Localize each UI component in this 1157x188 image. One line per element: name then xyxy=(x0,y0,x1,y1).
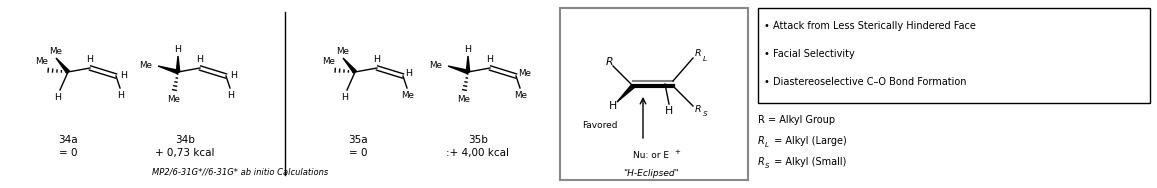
Text: 34b: 34b xyxy=(175,135,194,145)
Polygon shape xyxy=(617,85,634,102)
Text: +: + xyxy=(675,149,680,155)
Text: • Attack from Less Sterically Hindered Face: • Attack from Less Sterically Hindered F… xyxy=(764,21,975,31)
Text: = Alkyl (Small): = Alkyl (Small) xyxy=(771,157,847,167)
Text: Nu: or E: Nu: or E xyxy=(633,152,669,161)
Text: R: R xyxy=(605,57,613,67)
Polygon shape xyxy=(56,58,69,73)
Text: H: H xyxy=(197,55,204,64)
Text: L: L xyxy=(765,142,769,148)
Bar xyxy=(758,8,1150,103)
Polygon shape xyxy=(466,56,470,72)
Text: • Facial Selectivity: • Facial Selectivity xyxy=(764,49,855,59)
Text: = 0: = 0 xyxy=(59,148,78,158)
Text: "H-Eclipsed": "H-Eclipsed" xyxy=(624,170,679,178)
Text: :+ 4,00 kcal: :+ 4,00 kcal xyxy=(447,148,509,158)
Text: R: R xyxy=(695,105,701,114)
Text: Me: Me xyxy=(322,58,336,67)
Text: H: H xyxy=(486,55,494,64)
Text: H: H xyxy=(118,90,125,99)
Text: Me: Me xyxy=(35,58,47,67)
Text: H: H xyxy=(230,70,237,80)
Polygon shape xyxy=(342,58,356,73)
Text: S: S xyxy=(765,163,769,169)
Text: 34a: 34a xyxy=(58,135,78,145)
Text: H: H xyxy=(87,55,94,64)
Text: R: R xyxy=(758,136,765,146)
Text: = 0: = 0 xyxy=(348,148,367,158)
Text: Favored: Favored xyxy=(582,121,618,130)
Text: H: H xyxy=(464,45,472,54)
Text: S: S xyxy=(703,111,708,117)
Text: R: R xyxy=(695,49,701,58)
Text: Me: Me xyxy=(518,70,531,79)
Text: H: H xyxy=(54,92,61,102)
Text: Me: Me xyxy=(139,61,152,70)
Text: H: H xyxy=(341,92,348,102)
Text: H: H xyxy=(665,106,673,116)
Text: Me: Me xyxy=(401,90,414,99)
Text: Me: Me xyxy=(50,46,62,55)
Text: Me: Me xyxy=(168,96,180,105)
Text: Me: Me xyxy=(457,96,471,105)
Polygon shape xyxy=(159,66,178,74)
Text: H: H xyxy=(374,55,381,64)
Text: Me: Me xyxy=(337,46,349,55)
Text: 35b: 35b xyxy=(469,135,488,145)
Text: L: L xyxy=(703,56,707,62)
Text: MP2/6-31G*//6-31G* ab initio Calculations: MP2/6-31G*//6-31G* ab initio Calculation… xyxy=(152,168,329,177)
Text: H: H xyxy=(175,45,182,54)
Text: • Diastereoselective C–O Bond Formation: • Diastereoselective C–O Bond Formation xyxy=(764,77,966,87)
Text: H: H xyxy=(609,101,617,111)
Text: H: H xyxy=(228,90,235,99)
Text: 35a: 35a xyxy=(348,135,368,145)
Text: H: H xyxy=(120,70,127,80)
Text: Me: Me xyxy=(515,90,528,99)
Text: R = Alkyl Group: R = Alkyl Group xyxy=(758,115,835,125)
Polygon shape xyxy=(448,66,469,74)
Text: = Alkyl (Large): = Alkyl (Large) xyxy=(771,136,847,146)
Text: H: H xyxy=(405,70,412,79)
Text: Me: Me xyxy=(429,61,442,70)
Bar xyxy=(560,8,747,180)
Polygon shape xyxy=(176,56,179,72)
Text: + 0,73 kcal: + 0,73 kcal xyxy=(155,148,215,158)
Text: R: R xyxy=(758,157,765,167)
